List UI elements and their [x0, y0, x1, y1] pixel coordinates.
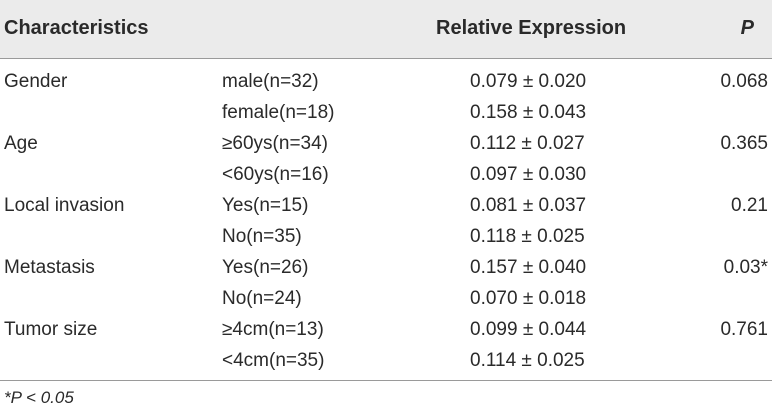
- cell-p-value: 0.761: [720, 319, 768, 340]
- header-relative-expression: Relative Expression: [436, 17, 627, 39]
- cell-subgroup: No(n=24): [222, 288, 302, 309]
- table-footnote: *P < 0.05: [4, 388, 74, 407]
- table-row: No(n=35) 0.118 ± 0.025: [0, 222, 772, 253]
- cell-p-value: 0.068: [720, 71, 768, 92]
- cell-p-value: 0.03*: [723, 257, 768, 278]
- cell-characteristic: Tumor size: [4, 319, 98, 340]
- cell-relative-expression: 0.079 ± 0.020: [470, 71, 587, 92]
- table-header: Characteristics Relative Expression P: [0, 0, 772, 59]
- cell-subgroup: Yes(n=26): [222, 257, 309, 278]
- header-characteristics: Characteristics: [4, 17, 149, 39]
- cell-p-value: 0.365: [720, 133, 768, 154]
- table-row: Age ≥60ys(n=34) 0.112 ± 0.027 0.365: [0, 129, 772, 160]
- cell-characteristic: Metastasis: [4, 257, 95, 278]
- table-row: <4cm(n=35) 0.114 ± 0.025: [0, 346, 772, 377]
- cell-relative-expression: 0.070 ± 0.018: [470, 288, 587, 309]
- cell-subgroup: <4cm(n=35): [222, 350, 325, 371]
- cell-p-value: 0.21: [731, 195, 768, 216]
- table-row: female(n=18) 0.158 ± 0.043: [0, 98, 772, 129]
- cell-characteristic: Local invasion: [4, 195, 125, 216]
- header-p-value: P: [740, 17, 754, 39]
- cell-subgroup: ≥60ys(n=34): [222, 133, 329, 154]
- cell-subgroup: Yes(n=15): [222, 195, 309, 216]
- table-row: Local invasion Yes(n=15) 0.081 ± 0.037 0…: [0, 191, 772, 222]
- table-row: No(n=24) 0.070 ± 0.018: [0, 284, 772, 315]
- cell-subgroup: male(n=32): [222, 71, 319, 92]
- cell-relative-expression: 0.114 ± 0.025: [470, 350, 585, 371]
- cell-relative-expression: 0.112 ± 0.027: [470, 133, 585, 154]
- cell-subgroup: No(n=35): [222, 226, 302, 247]
- table-row: <60ys(n=16) 0.097 ± 0.030: [0, 160, 772, 191]
- cell-relative-expression: 0.158 ± 0.043: [470, 102, 587, 123]
- table-row: Tumor size ≥4cm(n=13) 0.099 ± 0.044 0.76…: [0, 315, 772, 346]
- cell-subgroup: female(n=18): [222, 102, 335, 123]
- table-body: Gender male(n=32) 0.079 ± 0.020 0.068 fe…: [0, 59, 772, 381]
- cell-relative-expression: 0.081 ± 0.037: [470, 195, 587, 216]
- cell-relative-expression: 0.097 ± 0.030: [470, 164, 587, 185]
- table-row: Metastasis Yes(n=26) 0.157 ± 0.040 0.03*: [0, 253, 772, 284]
- cell-relative-expression: 0.157 ± 0.040: [470, 257, 587, 278]
- table-row: Gender male(n=32) 0.079 ± 0.020 0.068: [0, 67, 772, 98]
- data-table: Characteristics Relative Expression P Ge…: [0, 0, 772, 381]
- cell-subgroup: <60ys(n=16): [222, 164, 329, 185]
- cell-characteristic: Age: [4, 133, 38, 154]
- cell-relative-expression: 0.099 ± 0.044: [470, 319, 587, 340]
- cell-relative-expression: 0.118 ± 0.025: [470, 226, 585, 247]
- cell-subgroup: ≥4cm(n=13): [222, 319, 324, 340]
- cell-characteristic: Gender: [4, 71, 68, 92]
